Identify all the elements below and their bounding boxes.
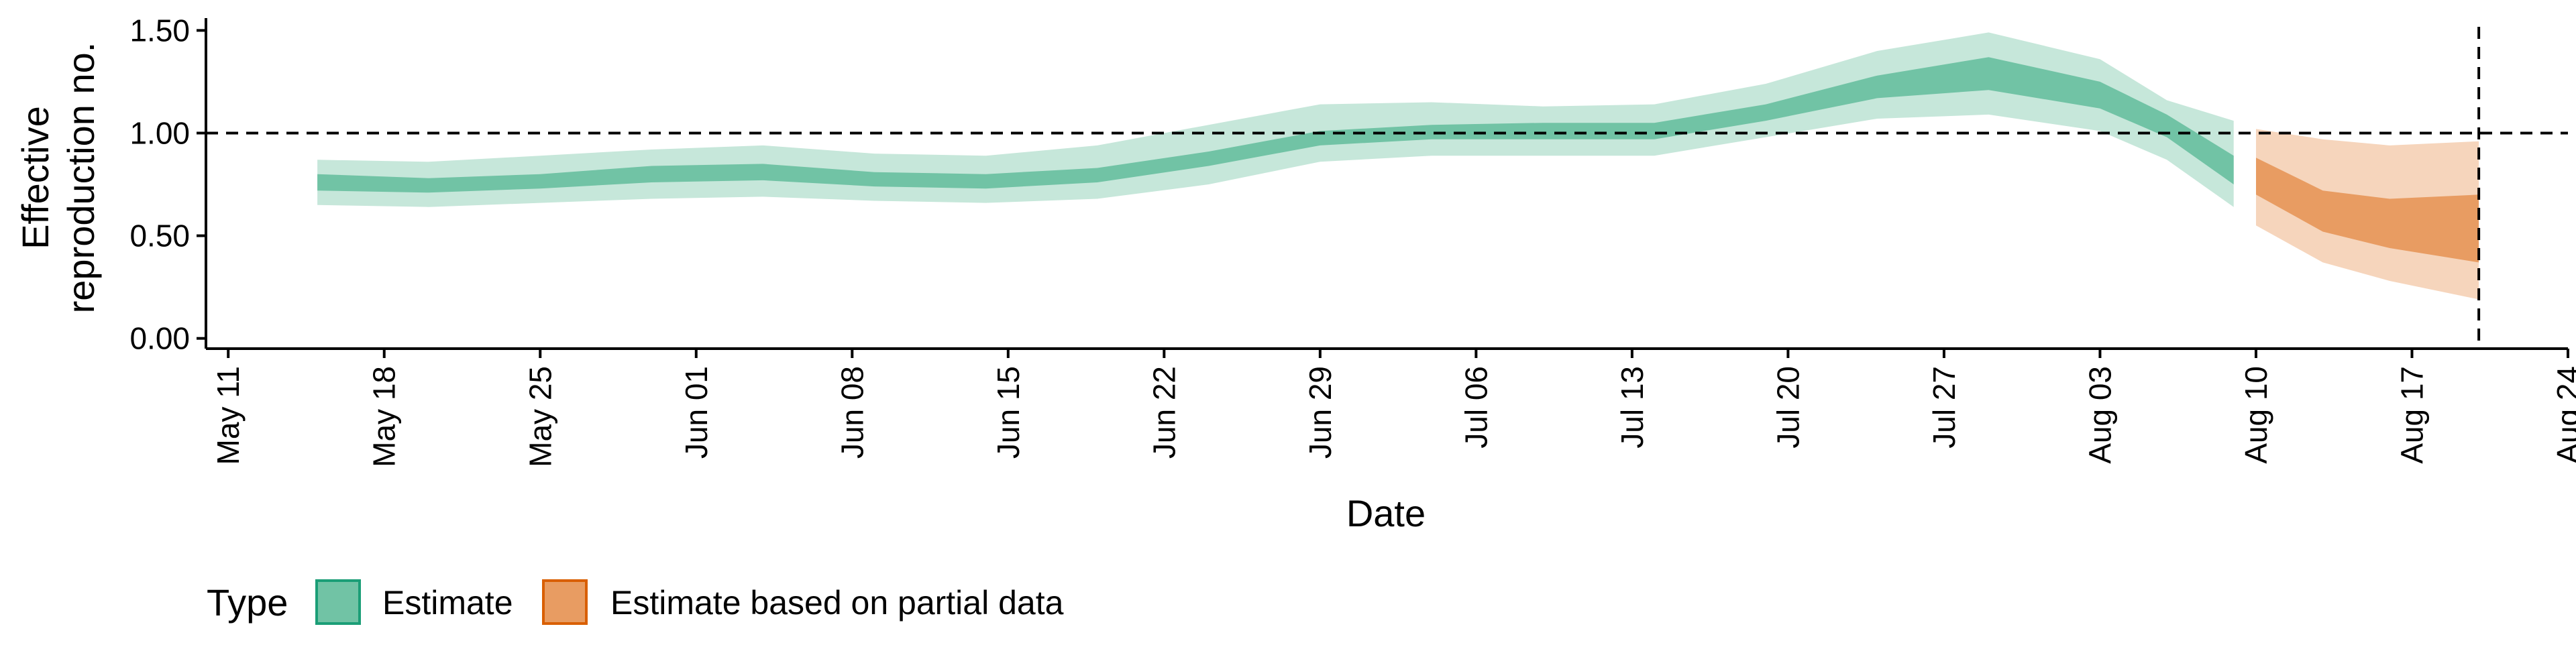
y-tick-label: 1.00 bbox=[129, 115, 190, 150]
estimate-inner-ribbon bbox=[317, 57, 2234, 193]
y-axis-title-line-1: Effective bbox=[14, 106, 56, 249]
legend-key-estimate bbox=[315, 579, 361, 625]
legend-label-estimate: Estimate bbox=[382, 584, 513, 622]
x-tick-label: Aug 17 bbox=[2395, 366, 2430, 464]
x-axis-title: Date bbox=[1346, 492, 1426, 534]
x-tick-label: Jul 06 bbox=[1458, 366, 1493, 449]
y-tick-label: 0.00 bbox=[129, 321, 190, 356]
legend-title: Type bbox=[207, 581, 288, 624]
x-tick-label: May 18 bbox=[367, 366, 402, 467]
legend: Type Estimate Estimate based on partial … bbox=[207, 579, 1064, 625]
y-axis-title: Effective reproduction no. bbox=[14, 42, 102, 314]
y-axis-title-line-2: reproduction no. bbox=[60, 42, 102, 314]
x-tick-label: May 11 bbox=[211, 366, 246, 465]
x-tick-label: May 25 bbox=[523, 366, 557, 467]
legend-label-partial: Estimate based on partial data bbox=[610, 584, 1064, 622]
x-tick-label: Jul 27 bbox=[1927, 366, 1962, 449]
x-tick-label: Jun 22 bbox=[1146, 366, 1181, 459]
reference-lines bbox=[206, 27, 2568, 349]
y-tick-label: 0.50 bbox=[129, 219, 190, 253]
x-tick-label: Jun 08 bbox=[835, 366, 869, 459]
x-tick-label: Jun 15 bbox=[991, 366, 1026, 459]
y-tick-label: 1.50 bbox=[129, 13, 190, 48]
legend-key-partial bbox=[542, 579, 588, 625]
x-tick-label: Aug 03 bbox=[2082, 366, 2117, 464]
estimate-outer-ribbon bbox=[317, 32, 2234, 207]
x-tick-label: Jul 13 bbox=[1615, 366, 1650, 449]
ribbon-layer bbox=[317, 32, 2479, 300]
x-tick-label: Jul 20 bbox=[1770, 366, 1805, 449]
x-tick-label: Jun 01 bbox=[679, 366, 714, 459]
partial-inner-ribbon bbox=[2256, 158, 2479, 263]
x-tick-label: Aug 24 bbox=[2551, 366, 2576, 464]
x-tick-label: Jun 29 bbox=[1303, 366, 1338, 459]
x-tick-label: Aug 10 bbox=[2239, 366, 2273, 464]
axes-layer: 0.00 0.50 1.00 1.50 May 11 May 18 May 25 Jun 01… bbox=[129, 13, 2576, 467]
